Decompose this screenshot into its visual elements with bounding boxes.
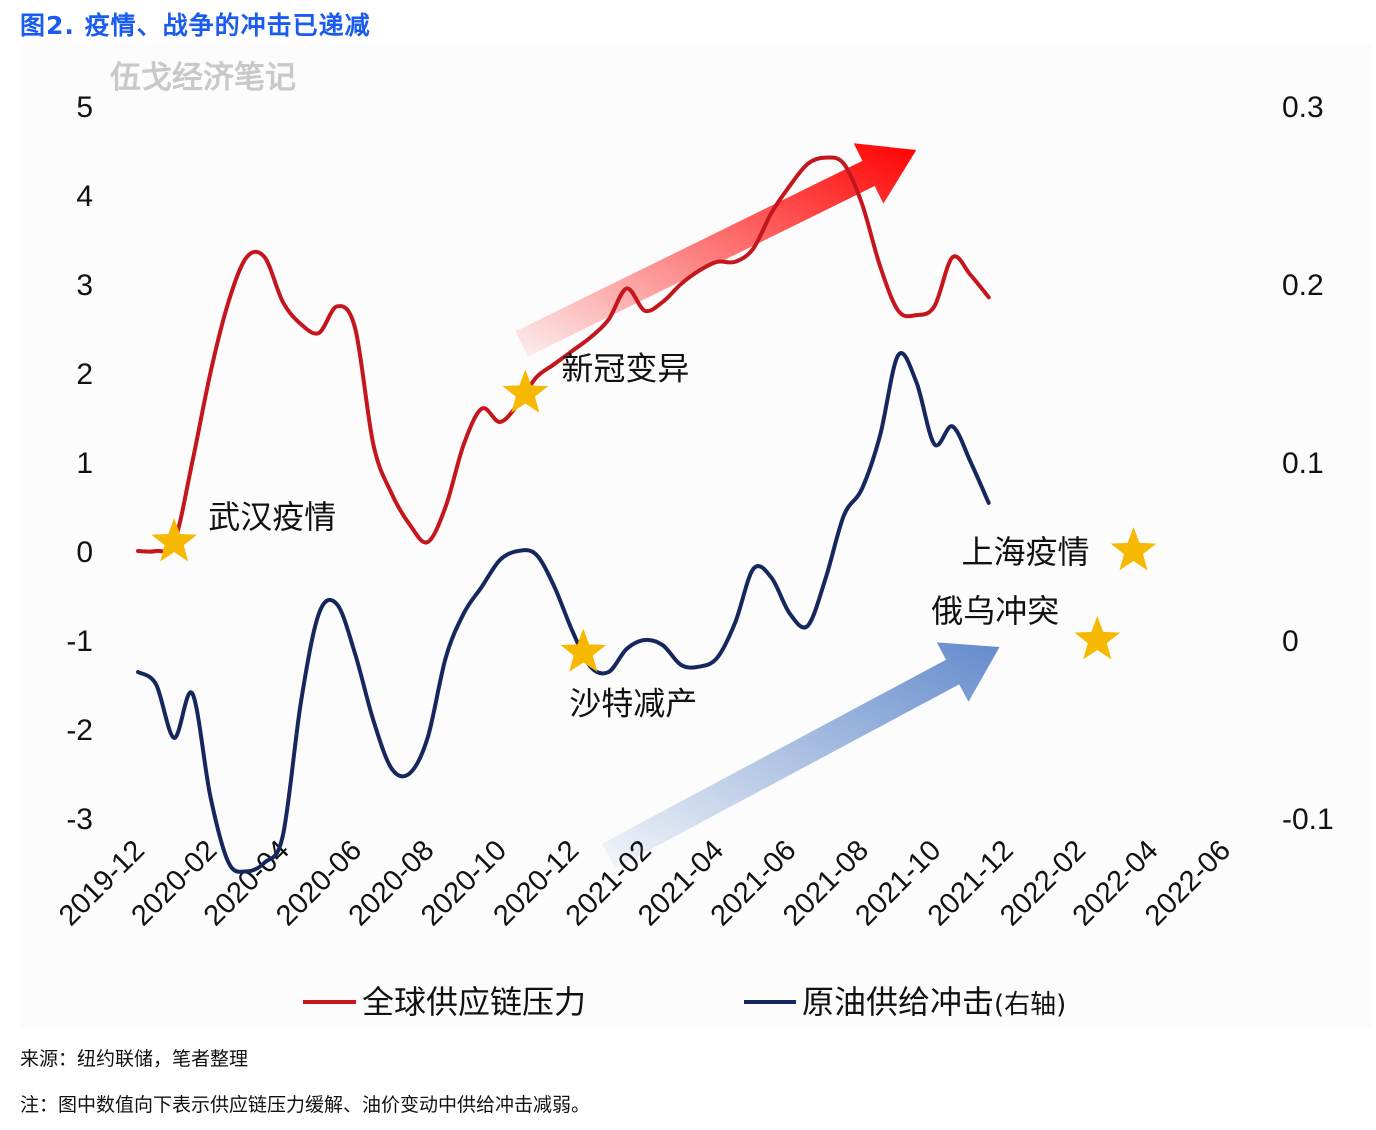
- left-tick-label: -2: [66, 714, 93, 747]
- left-tick-label: 2: [76, 358, 93, 391]
- event-star-icon: [560, 628, 607, 672]
- left-tick-label: 4: [76, 180, 93, 213]
- legend: 全球供应链压力 原油供给冲击(右轴): [303, 983, 1066, 1021]
- supply-pressure-up-arrow: [515, 143, 917, 357]
- figure-title: 图2. 疫情、战争的冲击已递减: [20, 11, 371, 40]
- event-label: 新冠变异: [561, 349, 689, 387]
- event-star-icon: [151, 518, 197, 562]
- right-axis: 0.3 0.2 0.1 0 -0.1: [1282, 91, 1334, 836]
- left-axis: 5 4 3 2 1 0 -1 -2 -3: [66, 91, 93, 836]
- oil-supply-shock-line: [136, 351, 991, 874]
- legend-label-supply-chain: 全球供应链压力: [362, 983, 586, 1021]
- source-text: 来源：纽约联储，笔者整理: [20, 1048, 249, 1070]
- left-tick-label: 1: [76, 447, 93, 480]
- event-star-icon: [1110, 527, 1157, 571]
- right-tick-label: -0.1: [1282, 803, 1334, 836]
- x-axis: 2019-122020-022020-042020-062020-082020-…: [53, 834, 1237, 932]
- supply-chain-pressure-line: [136, 155, 991, 554]
- right-tick-label: 0: [1282, 625, 1299, 658]
- oil-shock-up-arrow: [602, 642, 1000, 869]
- watermark: 伍戈经济笔记: [110, 60, 296, 95]
- event-label: 俄乌冲突: [931, 592, 1059, 630]
- left-tick-label: 0: [76, 536, 93, 569]
- event-star-icon: [1074, 616, 1121, 660]
- legend-label-oil-shock: 原油供给冲击(右轴): [802, 983, 1066, 1021]
- left-tick-label: -1: [66, 625, 93, 658]
- right-tick-label: 0.2: [1282, 269, 1324, 302]
- event-star-icon: [502, 369, 549, 413]
- note-text: 注：图中数值向下表示供应链压力缓解、油价变动中供给冲击减弱。: [20, 1094, 591, 1116]
- line-chart: 伍戈经济笔记 5 4 3 2 1 0 -1 -2 -3 0.3 0.2 0.1 0 -0.1 2019-…: [53, 60, 1334, 1021]
- event-label: 沙特减产: [569, 684, 697, 722]
- left-tick-label: 3: [76, 269, 93, 302]
- series-lines: [136, 155, 991, 874]
- trend-arrows: [515, 143, 1000, 869]
- right-tick-label: 0.3: [1282, 91, 1324, 124]
- event-label: 武汉疫情: [208, 498, 336, 536]
- event-label: 上海疫情: [962, 533, 1090, 571]
- left-tick-label: 5: [76, 91, 93, 124]
- right-tick-label: 0.1: [1282, 447, 1324, 480]
- left-tick-label: -3: [66, 803, 93, 836]
- chart-panel: 伍戈经济笔记 5 4 3 2 1 0 -1 -2 -3 0.3 0.2 0.1 0 -0.1 2019-…: [20, 44, 1372, 1029]
